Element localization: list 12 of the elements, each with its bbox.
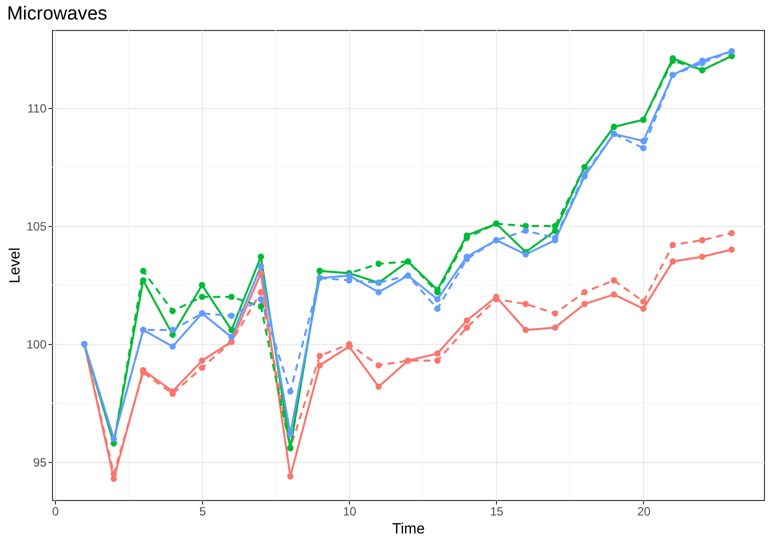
chart-title: Microwaves: [6, 4, 108, 25]
y-tick-label: 100: [26, 338, 47, 352]
y-axis-title: Level: [6, 248, 24, 284]
x-axis-title: Time: [392, 520, 425, 538]
y-tick-label: 95: [33, 456, 47, 470]
x-tick-label: 20: [637, 504, 651, 518]
x-tick-label: 5: [199, 504, 206, 518]
x-tick-label: 10: [342, 504, 357, 518]
x-tick-label: 0: [52, 504, 60, 518]
y-tick-label: 110: [27, 101, 47, 116]
y-tick-label: 105: [26, 220, 47, 234]
x-tick-label: 15: [490, 504, 504, 518]
